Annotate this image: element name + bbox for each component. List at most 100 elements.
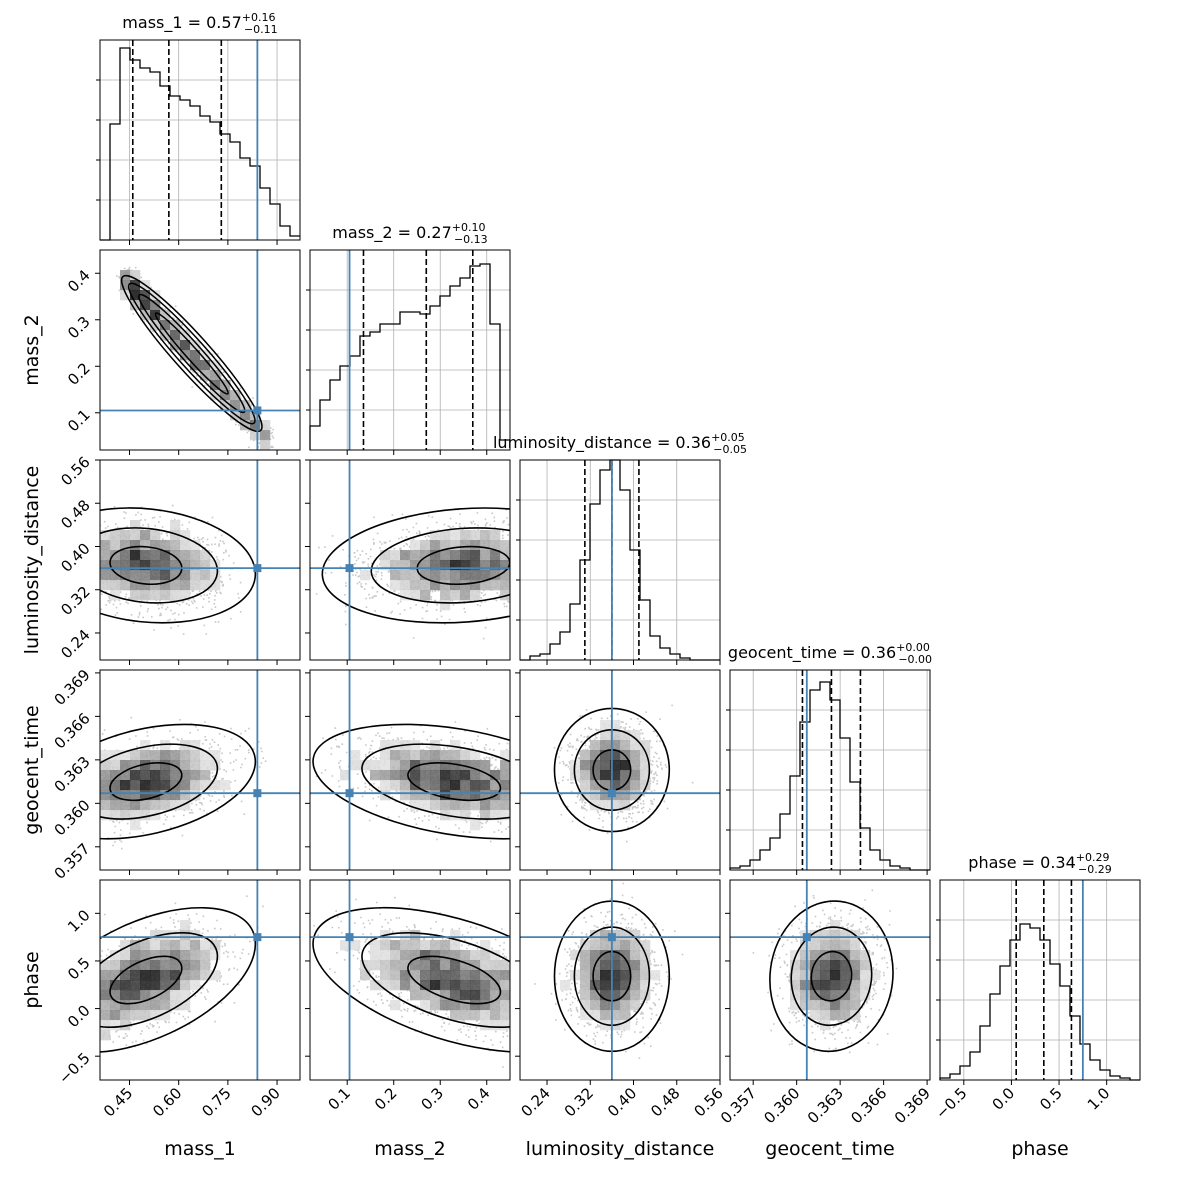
density-cell [600,780,611,791]
density-cell [850,980,861,991]
density-cell [470,790,481,801]
density-cell [480,540,491,551]
density-cell [160,970,171,981]
density-cell [620,1020,631,1031]
density-cell [470,770,481,781]
density-cell [140,310,151,321]
density-cell [190,760,201,771]
y-tick-label-phase: 0.5 [64,954,94,984]
density-cell [500,560,510,571]
x-tick-label-phase: −0.5 [932,1084,970,1122]
density-cell [470,580,481,591]
panel-frame [99,459,301,661]
density-cell [830,980,841,991]
density-cell [390,940,401,951]
density-cell [430,750,441,761]
histogram-phase [939,923,1140,1081]
contour [810,950,853,1002]
density-cell [160,1010,171,1021]
density-cell [590,760,601,771]
density-cell [440,580,451,591]
density-cell [640,970,651,981]
density-cell [110,970,121,981]
density-cell [590,940,601,951]
density-cell [460,750,471,761]
density-cell [440,570,451,581]
scatter-panel-geocent_time-phase [729,879,931,1081]
density-cell [420,960,431,971]
density-cell [630,990,641,1001]
density-cell [200,970,211,981]
density-cell [810,950,821,961]
density-cell [150,800,161,811]
density-cell [590,950,601,961]
density-cell [630,780,641,791]
y-tick-label-geocent_time: 0.363 [51,753,94,796]
contour [100,743,219,820]
density-cell [820,970,831,981]
density-cell [400,750,411,761]
density-cell [490,560,501,571]
density-cell [460,810,471,821]
density-cell [120,970,131,981]
density-cell [450,580,461,591]
density-cell [480,550,491,561]
y-tick-label-luminosity_distance: 0.40 [57,539,93,575]
density-cell [150,580,161,591]
density-cell [430,760,441,771]
panel-frame [99,249,301,451]
density-cell [180,770,191,781]
density-cell [420,950,431,961]
density-cell [180,560,191,571]
density-cell [230,390,241,401]
scatter-panel-mass_2-phase [309,879,511,1081]
panel-frame [309,669,511,871]
density-cell [170,560,181,571]
density-cell [200,550,211,561]
density-cell [450,970,461,981]
density-cell [150,790,161,801]
density-cell [600,930,611,941]
density-cell [820,960,831,971]
density-cell [600,730,611,741]
density-cell [100,1030,111,1041]
density-cell [160,550,171,561]
density-cell [610,780,621,791]
density-cell [630,740,641,751]
density-cell [820,1010,831,1021]
density-cells [100,920,221,1041]
density-cell [140,770,151,781]
density-cell [430,980,441,991]
density-cell [130,970,141,981]
density-cell [600,950,611,961]
density-cell [590,930,601,941]
density-cell [840,940,851,951]
density-cell [190,350,201,361]
x-tick-label-mass_1: 0.60 [149,1084,185,1120]
scatter-panel-mass_1-phase [99,879,301,1081]
hist-panel-mass_2: mass_2 = 0.27+0.10 −0.13 [306,221,511,451]
density-cell [440,970,451,981]
density-cell [180,590,191,601]
density-cell [170,340,181,351]
density-cell [410,940,421,951]
x-tick-label-phase: 1.0 [1084,1084,1114,1114]
density-cell [180,760,191,771]
density-cell [240,400,251,411]
density-cell [120,750,131,761]
density-cell [500,770,510,781]
density-cell [610,750,621,761]
y-tick-label-mass_2: 0.4 [64,266,94,296]
density-cell [180,780,191,791]
density-cell [600,720,611,731]
density-cell [170,960,181,971]
density-cell [380,940,391,951]
density-cell [650,970,661,981]
contour [790,926,873,1027]
density-cell [430,550,441,561]
scatter-panel-luminosity_distance-phase [519,879,721,1081]
contour [361,931,510,1029]
density-cell [160,570,171,581]
density-cell [470,820,481,831]
density-cell [500,580,510,591]
